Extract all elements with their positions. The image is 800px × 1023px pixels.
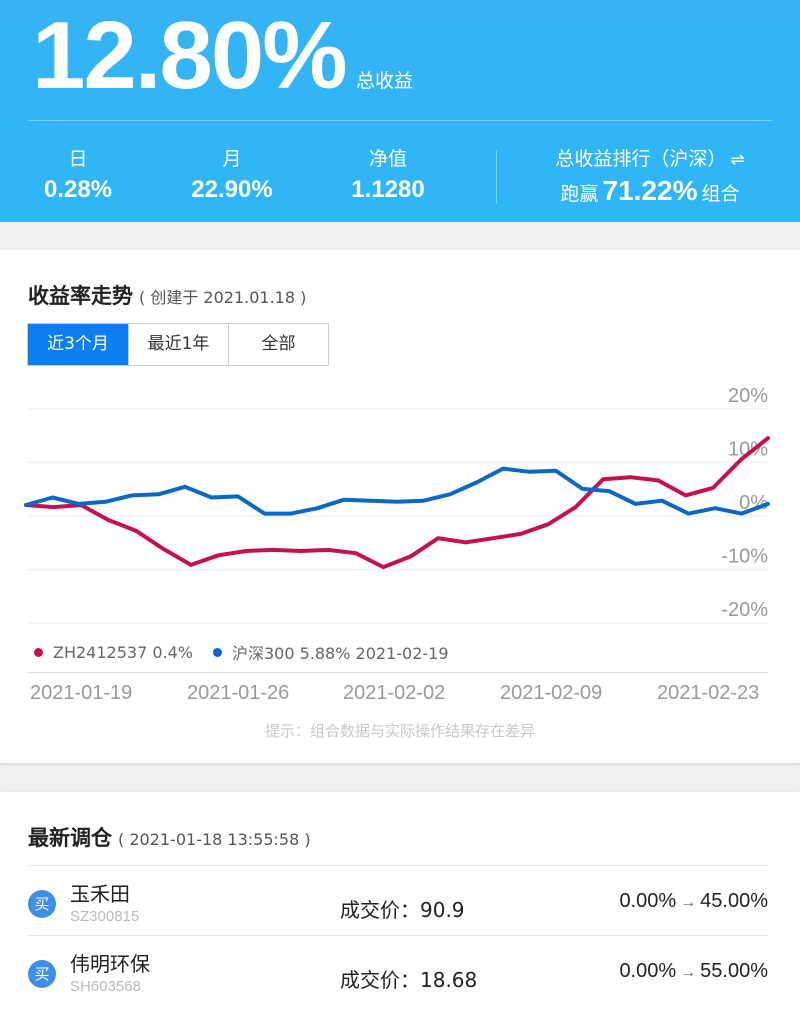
chart-created-date: ( 创建于 2021.01.18 ) <box>139 288 307 307</box>
rank-label: 总收益排行（沪深） <box>555 148 727 170</box>
section-title: 最新调仓 ( 2021-01-18 13:55:58 ) <box>28 822 311 852</box>
header-divider <box>28 120 772 121</box>
trade-row[interactable]: 买 玉禾田 SZ300815 成交价：90.9 0.00% → 45.00% <box>28 872 768 938</box>
tab-1-year[interactable]: 最近1年 <box>128 324 228 365</box>
legend-divider <box>28 672 768 673</box>
stock-name[interactable]: 伟明环保 <box>70 952 150 976</box>
range-tabs: 近3个月 最近1年 全部 <box>27 323 329 366</box>
legend-dot <box>34 647 43 657</box>
trade-price: 成交价：18.68 <box>340 968 478 992</box>
weight-from: 0.00% <box>619 890 677 912</box>
series-line-portfolio <box>24 436 770 570</box>
stat-label: 月 <box>222 148 242 170</box>
x-tick-label: 2021-02-02 <box>343 682 446 704</box>
weight-change: 0.00% → 45.00% <box>619 890 768 913</box>
y-tick-label: -10% <box>721 546 768 568</box>
weight-to: 45.00% <box>700 890 768 912</box>
trade-row[interactable]: 买 伟明环保 SH603568 成交价：18.68 0.00% → 55.00% <box>28 942 768 1008</box>
rank-stat[interactable]: 总收益排行（沪深） ⇌ 跑赢 71.22% 组合 <box>520 146 780 212</box>
data-disclaimer: 提示：组合数据与实际操作结果存在差异 <box>264 722 535 740</box>
summary-header: 12.80% 总收益 日 0.28% 月 22.90% 净值 1.1280 总收… <box>0 0 800 222</box>
total-return-label: 总收益 <box>356 70 414 92</box>
weight-to: 55.00% <box>700 960 768 982</box>
x-tick-label: 2021-02-09 <box>500 682 603 704</box>
chart-legend: ZH2412537 0.4% 沪深300 5.88% 2021-02-19 <box>34 640 449 664</box>
row-divider <box>28 865 768 866</box>
section-title: 收益率走势 ( 创建于 2021.01.18 ) <box>28 280 306 310</box>
stat-label: 日 <box>68 148 88 170</box>
stock-code: SZ300815 <box>70 908 140 925</box>
return-line-chart: 20%10%0%-10%-20% <box>24 385 770 624</box>
net-value-stat: 净值 1.1280 <box>318 146 458 208</box>
y-tick-label: 20% <box>728 385 768 407</box>
stat-value: 1.1280 <box>351 176 425 203</box>
stock-code: SH603568 <box>70 978 141 995</box>
swap-icon[interactable]: ⇌ <box>730 150 745 170</box>
latest-rebalance-card: 最新调仓 ( 2021-01-18 13:55:58 ) 买 玉禾田 SZ3008… <box>0 792 800 1023</box>
legend-dot <box>212 647 222 657</box>
y-tick-label: -20% <box>721 599 768 621</box>
x-axis-ticks: 2021-01-19 2021-01-26 2021-02-02 2021-02-09… <box>30 682 768 710</box>
total-return-value: 12.80% <box>32 2 348 109</box>
weight-from: 0.00% <box>619 960 677 982</box>
stat-label: 净值 <box>368 148 407 170</box>
tab-3-months[interactable]: 近3个月 <box>28 324 128 365</box>
beat-value: 71.22% <box>602 175 698 206</box>
arrow-right-icon: → <box>680 964 697 981</box>
trade-price: 成交价：90.9 <box>340 898 465 922</box>
buy-badge: 买 <box>28 960 56 988</box>
stat-value: 0.28% <box>43 176 113 203</box>
return-trend-card: 收益率走势 ( 创建于 2021.01.18 ) 近3个月 最近1年 全部 20%… <box>0 250 800 763</box>
x-tick-label: 2021-01-26 <box>187 682 290 704</box>
beat-suffix: 组合 <box>701 183 740 205</box>
chart-title: 收益率走势 <box>28 284 133 308</box>
daily-return-stat: 日 0.28% <box>8 146 148 208</box>
beat-prefix: 跑赢 <box>560 183 599 205</box>
legend-item-portfolio[interactable]: ZH2412537 0.4% <box>34 640 193 664</box>
weight-change: 0.00% → 55.00% <box>619 960 768 983</box>
row-divider <box>28 935 768 936</box>
legend-text: ZH2412537 0.4% <box>53 642 193 662</box>
stat-value: 22.90% <box>191 176 273 203</box>
tab-all[interactable]: 全部 <box>228 324 328 365</box>
series-line-hs300 <box>24 466 770 516</box>
arrow-right-icon: → <box>680 894 697 911</box>
rebalance-title: 最新调仓 <box>28 826 112 850</box>
stock-name[interactable]: 玉禾田 <box>70 882 130 906</box>
x-tick-label: 2021-01-19 <box>30 682 133 704</box>
header-vertical-divider <box>496 150 497 204</box>
rebalance-time: ( 2021-01-18 13:55:58 ) <box>118 830 311 849</box>
legend-item-hs300[interactable]: 沪深300 5.88% 2021-02-19 <box>212 640 449 664</box>
x-tick-label: 2021-02-23 <box>657 682 760 704</box>
monthly-return-stat: 月 22.90% <box>162 146 302 208</box>
buy-badge: 买 <box>28 890 56 918</box>
legend-text: 沪深300 5.88% 2021-02-19 <box>231 644 449 663</box>
